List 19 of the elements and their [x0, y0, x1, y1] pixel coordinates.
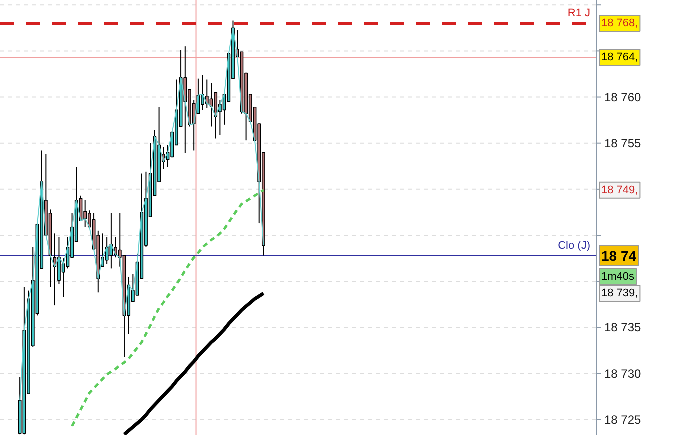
annotation: 18 739,	[602, 288, 638, 300]
text: 1m40s	[602, 270, 636, 283]
y-tick-label: 18 760	[604, 90, 642, 104]
y-tick-label: 18 755	[604, 136, 642, 150]
candlestick	[84, 200, 88, 228]
y-tick-label: 18 725	[604, 412, 642, 427]
ref-line-label: Clo (J)	[558, 240, 591, 252]
ref-line-label: R1 J	[568, 8, 591, 20]
annotation: 18 749,	[602, 184, 638, 196]
annotation: 18 764,	[602, 52, 638, 64]
annotation: 18 768,	[602, 18, 638, 30]
candlestick	[105, 236, 109, 265]
line-series	[122, 292, 266, 435]
y-tick-label: 18 735	[604, 320, 642, 335]
line-series	[71, 189, 265, 428]
candlestick	[214, 92, 218, 140]
annotation: 18 74	[602, 248, 637, 264]
y-tick-label: 18 730	[604, 366, 642, 381]
candlestick	[184, 46, 188, 154]
